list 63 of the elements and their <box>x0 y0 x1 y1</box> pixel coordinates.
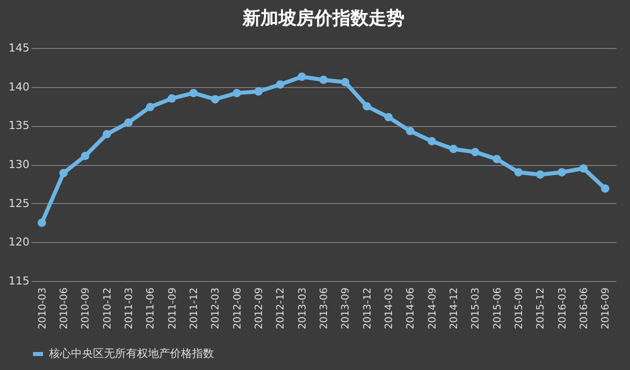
y-tick-label: 125 <box>8 196 30 210</box>
x-tick-label: 2016-03 <box>557 288 568 330</box>
x-tick-label: 2015-09 <box>514 288 525 330</box>
x-tick-label: 2011-12 <box>189 288 200 330</box>
x-tick-label: 2010-12 <box>102 288 114 330</box>
x-tick-label: 2014-12 <box>449 288 460 330</box>
point <box>298 72 306 81</box>
x-tick-label: 2012-03 <box>210 288 222 330</box>
x-tick-label: 2016-06 <box>579 288 590 330</box>
point <box>406 126 414 136</box>
y-tick-label: 145 <box>8 42 30 54</box>
point <box>210 95 220 104</box>
x-tick-label: 2016-09 <box>600 288 612 330</box>
point <box>470 148 480 156</box>
point <box>102 130 112 138</box>
point <box>514 168 523 176</box>
x-tick-label: 2012-06 <box>232 288 244 330</box>
y-tick-label: 120 <box>8 236 30 249</box>
x-tick-label: 2010-03 <box>37 288 48 330</box>
point <box>59 168 68 178</box>
x-tick-label: 2012-12 <box>276 288 287 330</box>
point <box>492 154 502 164</box>
x-tick-label: 2013-06 <box>319 288 330 330</box>
point <box>362 102 372 110</box>
point <box>232 88 242 98</box>
point <box>536 170 544 179</box>
y-tick-label: 135 <box>8 119 30 132</box>
x-tick-label: 2011-03 <box>124 288 135 330</box>
point <box>579 164 588 173</box>
point <box>254 87 263 96</box>
point <box>384 112 393 122</box>
y-tick-label: 140 <box>8 80 30 94</box>
point <box>558 168 566 176</box>
point <box>600 184 610 193</box>
point <box>449 144 458 154</box>
x-tick-label: 2014-06 <box>406 288 417 330</box>
point <box>340 78 350 86</box>
point <box>319 76 328 84</box>
point <box>276 80 284 89</box>
x-tick-label: 2014-09 <box>427 288 438 330</box>
x-tick-label: 2010-09 <box>80 288 92 330</box>
point <box>168 94 176 103</box>
x-tick-label: 2012-09 <box>254 288 265 330</box>
point <box>38 218 46 227</box>
x-tick-label: 2013-03 <box>297 288 308 330</box>
x-tick-label: 2013-12 <box>362 288 374 330</box>
point <box>124 118 133 127</box>
y-tick-label: 130 <box>8 158 30 171</box>
x-tick-label: 2014-03 <box>384 288 395 330</box>
chart-title: 新加坡房价指数走势 <box>242 8 404 29</box>
point <box>189 88 198 98</box>
x-tick-label: 2010-06 <box>59 288 70 330</box>
x-tick-label: 2015-06 <box>492 288 504 330</box>
x-tick-label: 2015-12 <box>536 288 547 330</box>
y-tick-label: 115 <box>8 274 30 288</box>
point <box>80 152 90 160</box>
x-tick-label: 2011-06 <box>146 288 157 330</box>
point <box>428 137 436 146</box>
x-tick-label: 2011-09 <box>167 288 178 330</box>
x-tick-label: 2015-03 <box>470 288 482 330</box>
point <box>146 102 154 112</box>
x-tick-label: 2013-09 <box>340 288 352 330</box>
legend-label: 核心中央区无所有权地产价格指数 <box>48 347 214 360</box>
